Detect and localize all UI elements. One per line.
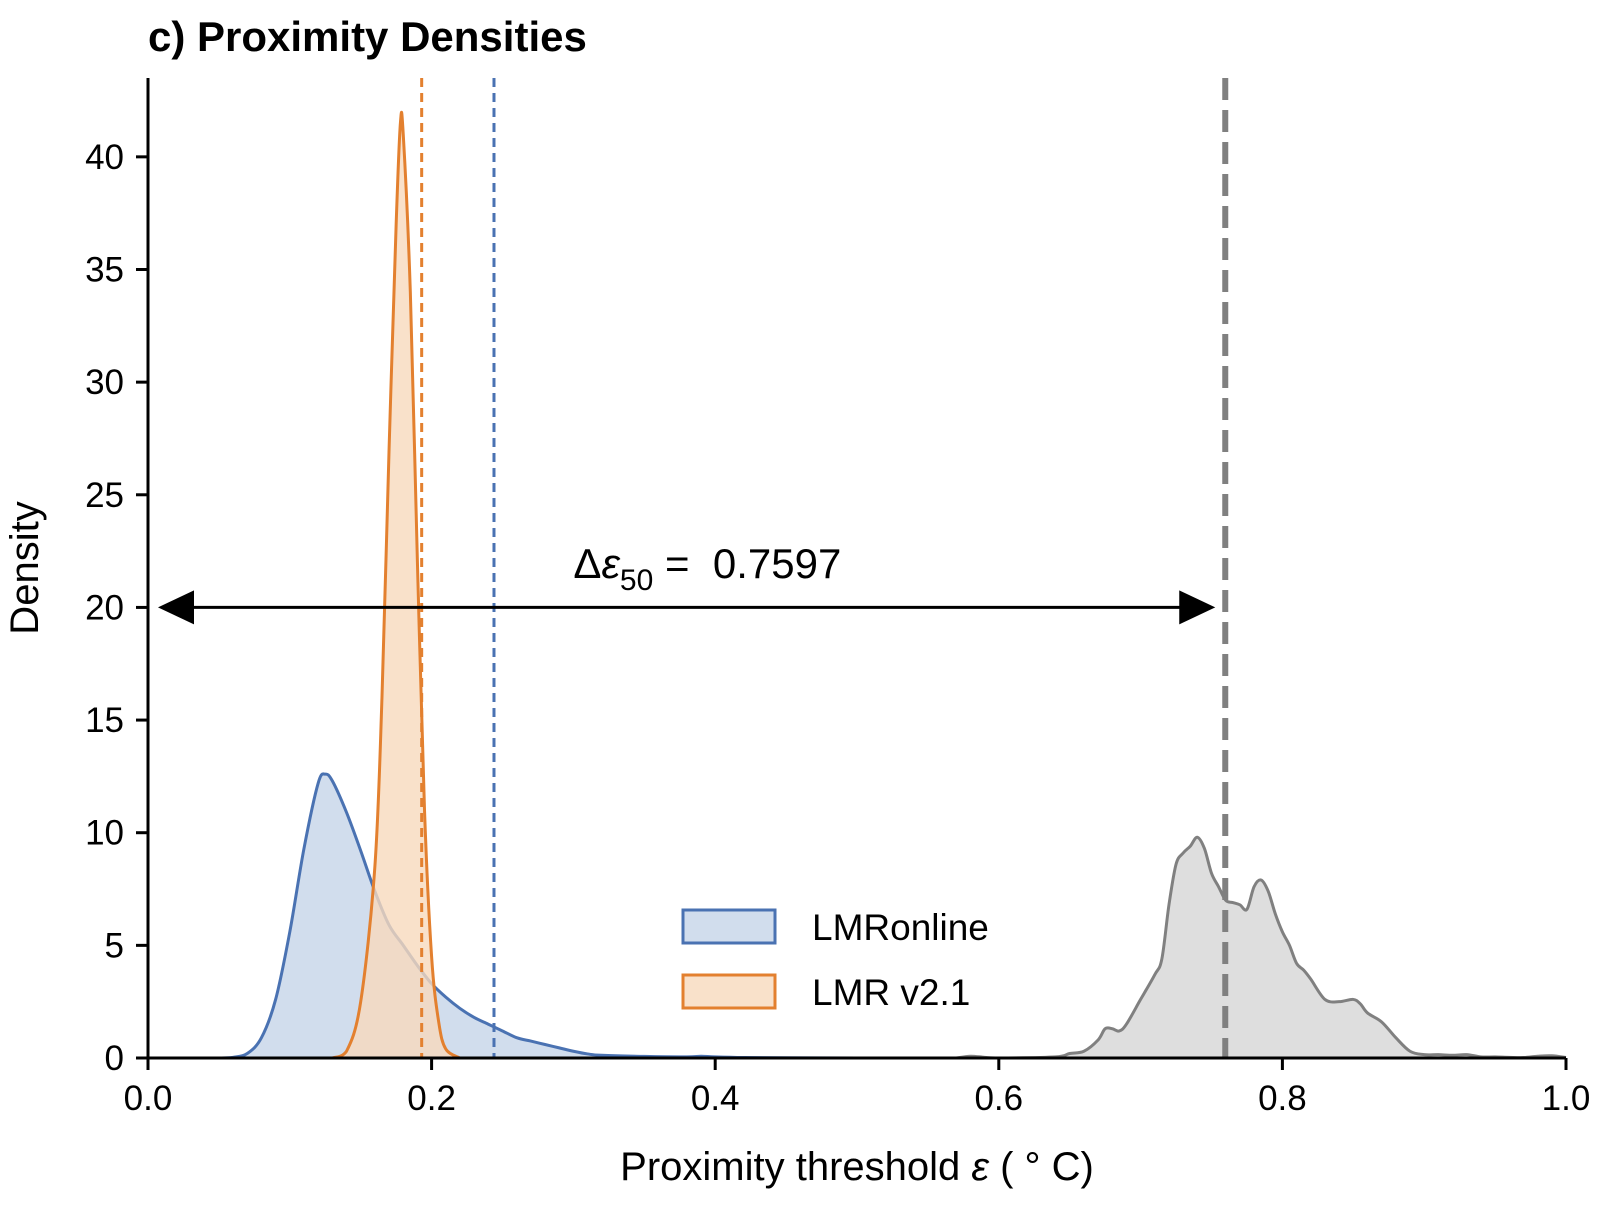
arrow-head-right (1179, 590, 1216, 625)
x-axis-label: Proximity threshold ε ( ° C) (620, 1145, 1094, 1189)
x-tick-label: 0.6 (974, 1079, 1023, 1118)
density-line-3 (956, 835, 1567, 1060)
delta-value: 0.7597 (713, 540, 841, 587)
y-ticks: 0 5 10 15 20 25 30 35 40 (85, 138, 148, 1078)
density-fill-3 (956, 837, 1566, 1058)
x-tick-label: 0.4 (691, 1079, 740, 1118)
delta-arrow (158, 590, 1216, 625)
x-tick-label: 0.8 (1258, 1079, 1307, 1118)
density-line-2 (331, 110, 461, 1060)
legend-swatch (681, 973, 777, 1010)
x-axis-label-text: Proximity threshold (620, 1145, 971, 1189)
x-axis-label-symbol: ε (971, 1145, 990, 1189)
legend-swatch (681, 908, 777, 945)
delta-equals: = (653, 540, 713, 587)
legend-label: LMR v2.1 (812, 972, 970, 1013)
delta-prefix: Δ (573, 540, 601, 587)
x-ticks: 0.0 0.2 0.4 0.6 0.8 1.0 (124, 1058, 1591, 1118)
chart-title: c) Proximity Densities (148, 13, 587, 60)
y-tick-label: 40 (85, 138, 124, 177)
legend: LMRonline LMR v2.1 (681, 907, 989, 1013)
y-tick-label: 15 (85, 701, 124, 740)
y-tick-label: 25 (85, 476, 124, 515)
y-tick-label: 0 (105, 1039, 124, 1078)
axes (146, 78, 1566, 1060)
y-axis-label: Density (3, 501, 47, 634)
median-lines (420, 78, 1229, 1058)
x-axis-label-unit: ( ° C) (989, 1145, 1094, 1189)
arrow-head-left (158, 590, 194, 625)
y-tick-label: 5 (105, 926, 124, 965)
x-tick-label: 0.0 (124, 1079, 173, 1118)
delta-symbol: ε (601, 540, 620, 587)
y-tick-label: 10 (85, 814, 124, 853)
y-tick-label: 30 (85, 363, 124, 402)
delta-subscript: 50 (620, 564, 653, 597)
y-tick-label: 20 (85, 588, 124, 627)
density-fill-2 (332, 112, 460, 1058)
y-tick-label: 35 (85, 250, 124, 289)
legend-label: LMRonline (812, 907, 989, 948)
x-tick-label: 0.2 (407, 1079, 456, 1118)
x-tick-label: 1.0 (1542, 1079, 1591, 1118)
delta-annotation: Δε50 = 0.7597 (573, 540, 841, 597)
